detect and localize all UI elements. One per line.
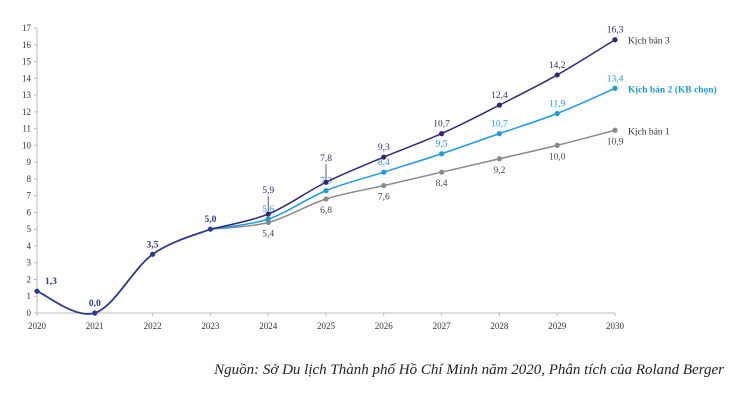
data-label: 14,2 bbox=[549, 61, 566, 71]
y-tick-label: 7 bbox=[27, 191, 32, 201]
data-label: 7,8 bbox=[320, 154, 332, 164]
data-label: 7,6 bbox=[378, 193, 390, 203]
data-point bbox=[265, 211, 271, 217]
data-point bbox=[150, 251, 156, 257]
data-point bbox=[439, 151, 445, 157]
y-tick-label: 1 bbox=[27, 291, 32, 301]
x-tick-label: 2028 bbox=[490, 321, 509, 331]
source-caption: Nguồn: Sở Du lịch Thành phố Hồ Chí Minh … bbox=[214, 362, 724, 378]
data-point bbox=[496, 156, 502, 162]
data-point bbox=[439, 131, 445, 137]
data-label: 5,4 bbox=[262, 229, 274, 239]
data-label: 11,9 bbox=[549, 100, 566, 110]
data-label: 5,9 bbox=[262, 186, 274, 196]
y-tick-label: 8 bbox=[27, 174, 32, 184]
data-point bbox=[612, 37, 618, 43]
x-tick-label: 2021 bbox=[86, 321, 104, 331]
data-point bbox=[381, 154, 387, 160]
data-label: 1,3 bbox=[45, 277, 57, 287]
data-label: 13,4 bbox=[607, 74, 624, 84]
data-point bbox=[207, 226, 213, 232]
x-tick-label: 2025 bbox=[317, 321, 336, 331]
data-point bbox=[496, 131, 502, 137]
y-tick-label: 3 bbox=[27, 258, 32, 268]
y-tick-label: 16 bbox=[22, 40, 32, 50]
legend-label: Kịch bản 3 bbox=[628, 37, 670, 47]
series-line bbox=[210, 129, 616, 230]
y-tick-label: 11 bbox=[22, 124, 31, 134]
data-label: 10,0 bbox=[549, 152, 566, 162]
data-point bbox=[323, 179, 329, 185]
y-tick-label: 12 bbox=[22, 107, 31, 117]
legend-label: Kịch bản 1 bbox=[628, 127, 670, 137]
data-point bbox=[554, 72, 560, 78]
y-tick-label: 4 bbox=[27, 241, 32, 251]
y-tick-label: 5 bbox=[27, 224, 32, 234]
x-tick-label: 2027 bbox=[433, 321, 452, 331]
x-tick-label: 2023 bbox=[201, 321, 220, 331]
data-label: 12,4 bbox=[491, 91, 508, 101]
y-tick-label: 6 bbox=[27, 207, 32, 217]
data-label: 6,8 bbox=[320, 206, 332, 216]
data-label: 9,3 bbox=[378, 143, 390, 153]
data-point bbox=[439, 169, 445, 175]
x-tick-label: 2020 bbox=[28, 321, 47, 331]
data-point bbox=[34, 288, 40, 294]
legend-label: Kịch bản 2 (KB chọn) bbox=[628, 84, 717, 95]
x-tick-label: 2029 bbox=[548, 321, 567, 331]
y-tick-label: 0 bbox=[27, 308, 32, 318]
data-point bbox=[92, 310, 98, 316]
data-point bbox=[612, 85, 618, 91]
data-point bbox=[496, 102, 502, 108]
y-tick-label: 9 bbox=[27, 157, 32, 167]
y-tick-label: 10 bbox=[22, 140, 32, 150]
data-point bbox=[612, 127, 618, 133]
data-point bbox=[381, 182, 387, 189]
data-point bbox=[554, 142, 560, 148]
data-point bbox=[323, 196, 329, 202]
data-label: 9,2 bbox=[493, 166, 505, 176]
data-point bbox=[381, 169, 387, 175]
data-point bbox=[323, 188, 329, 194]
x-tick-label: 2024 bbox=[259, 321, 278, 331]
x-tick-label: 2022 bbox=[144, 321, 162, 331]
data-point bbox=[554, 110, 560, 117]
x-tick-label: 2026 bbox=[375, 321, 394, 331]
data-label: 10,7 bbox=[491, 120, 508, 130]
data-point bbox=[265, 216, 271, 222]
x-tick-label: 2030 bbox=[606, 321, 625, 331]
data-label: 9,5 bbox=[436, 140, 448, 150]
y-tick-label: 17 bbox=[22, 23, 32, 33]
data-label: 0,0 bbox=[89, 299, 101, 309]
y-tick-label: 14 bbox=[22, 73, 32, 83]
y-tick-label: 13 bbox=[22, 90, 32, 100]
data-label: 10,7 bbox=[433, 120, 450, 130]
data-label: 10,9 bbox=[607, 137, 624, 147]
data-label: 8,4 bbox=[436, 179, 448, 189]
y-tick-label: 2 bbox=[27, 274, 32, 284]
data-label: 8,4 bbox=[378, 158, 390, 168]
data-label: 5,0 bbox=[204, 215, 216, 225]
historical-line bbox=[36, 228, 211, 315]
series-line bbox=[210, 87, 616, 230]
data-label: 16,3 bbox=[607, 26, 624, 36]
data-label: 3,5 bbox=[147, 240, 159, 250]
y-tick-label: 15 bbox=[22, 57, 32, 67]
